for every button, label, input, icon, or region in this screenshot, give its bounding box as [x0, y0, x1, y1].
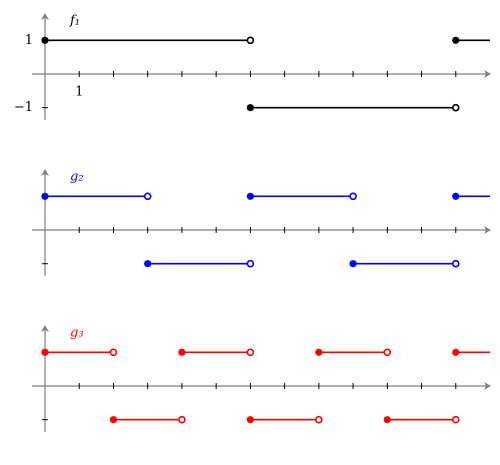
closed-endpoint	[246, 192, 254, 200]
y-tick-label: 1	[25, 33, 33, 48]
closed-endpoint	[452, 348, 460, 356]
y-tick-label: −1	[14, 100, 33, 115]
closed-endpoint	[452, 192, 460, 200]
open-endpoint	[451, 415, 460, 424]
closed-endpoint	[144, 260, 152, 268]
open-endpoint	[349, 192, 357, 201]
open-endpoint	[143, 192, 152, 201]
open-endpoint	[246, 348, 255, 357]
closed-endpoint	[349, 260, 357, 268]
function-label: f₁	[69, 14, 80, 29]
closed-endpoint	[315, 348, 323, 356]
open-endpoint	[246, 36, 255, 45]
closed-endpoint	[383, 416, 391, 424]
closed-endpoint	[41, 192, 49, 200]
closed-endpoint	[41, 36, 49, 44]
function-label: g₂	[70, 170, 84, 185]
open-endpoint	[383, 348, 392, 357]
open-endpoint	[109, 348, 118, 357]
open-endpoint	[315, 415, 323, 424]
closed-endpoint	[109, 416, 118, 424]
closed-endpoint	[178, 348, 186, 356]
open-endpoint	[451, 103, 460, 112]
open-endpoint	[451, 259, 460, 268]
closed-endpoint	[246, 416, 254, 424]
closed-endpoint	[41, 348, 49, 356]
x-tick-label: 1	[75, 85, 83, 100]
closed-endpoint	[452, 36, 460, 44]
open-endpoint	[246, 259, 255, 268]
closed-endpoint	[246, 104, 254, 112]
open-endpoint	[178, 415, 186, 424]
function-label: g₃	[70, 326, 84, 341]
